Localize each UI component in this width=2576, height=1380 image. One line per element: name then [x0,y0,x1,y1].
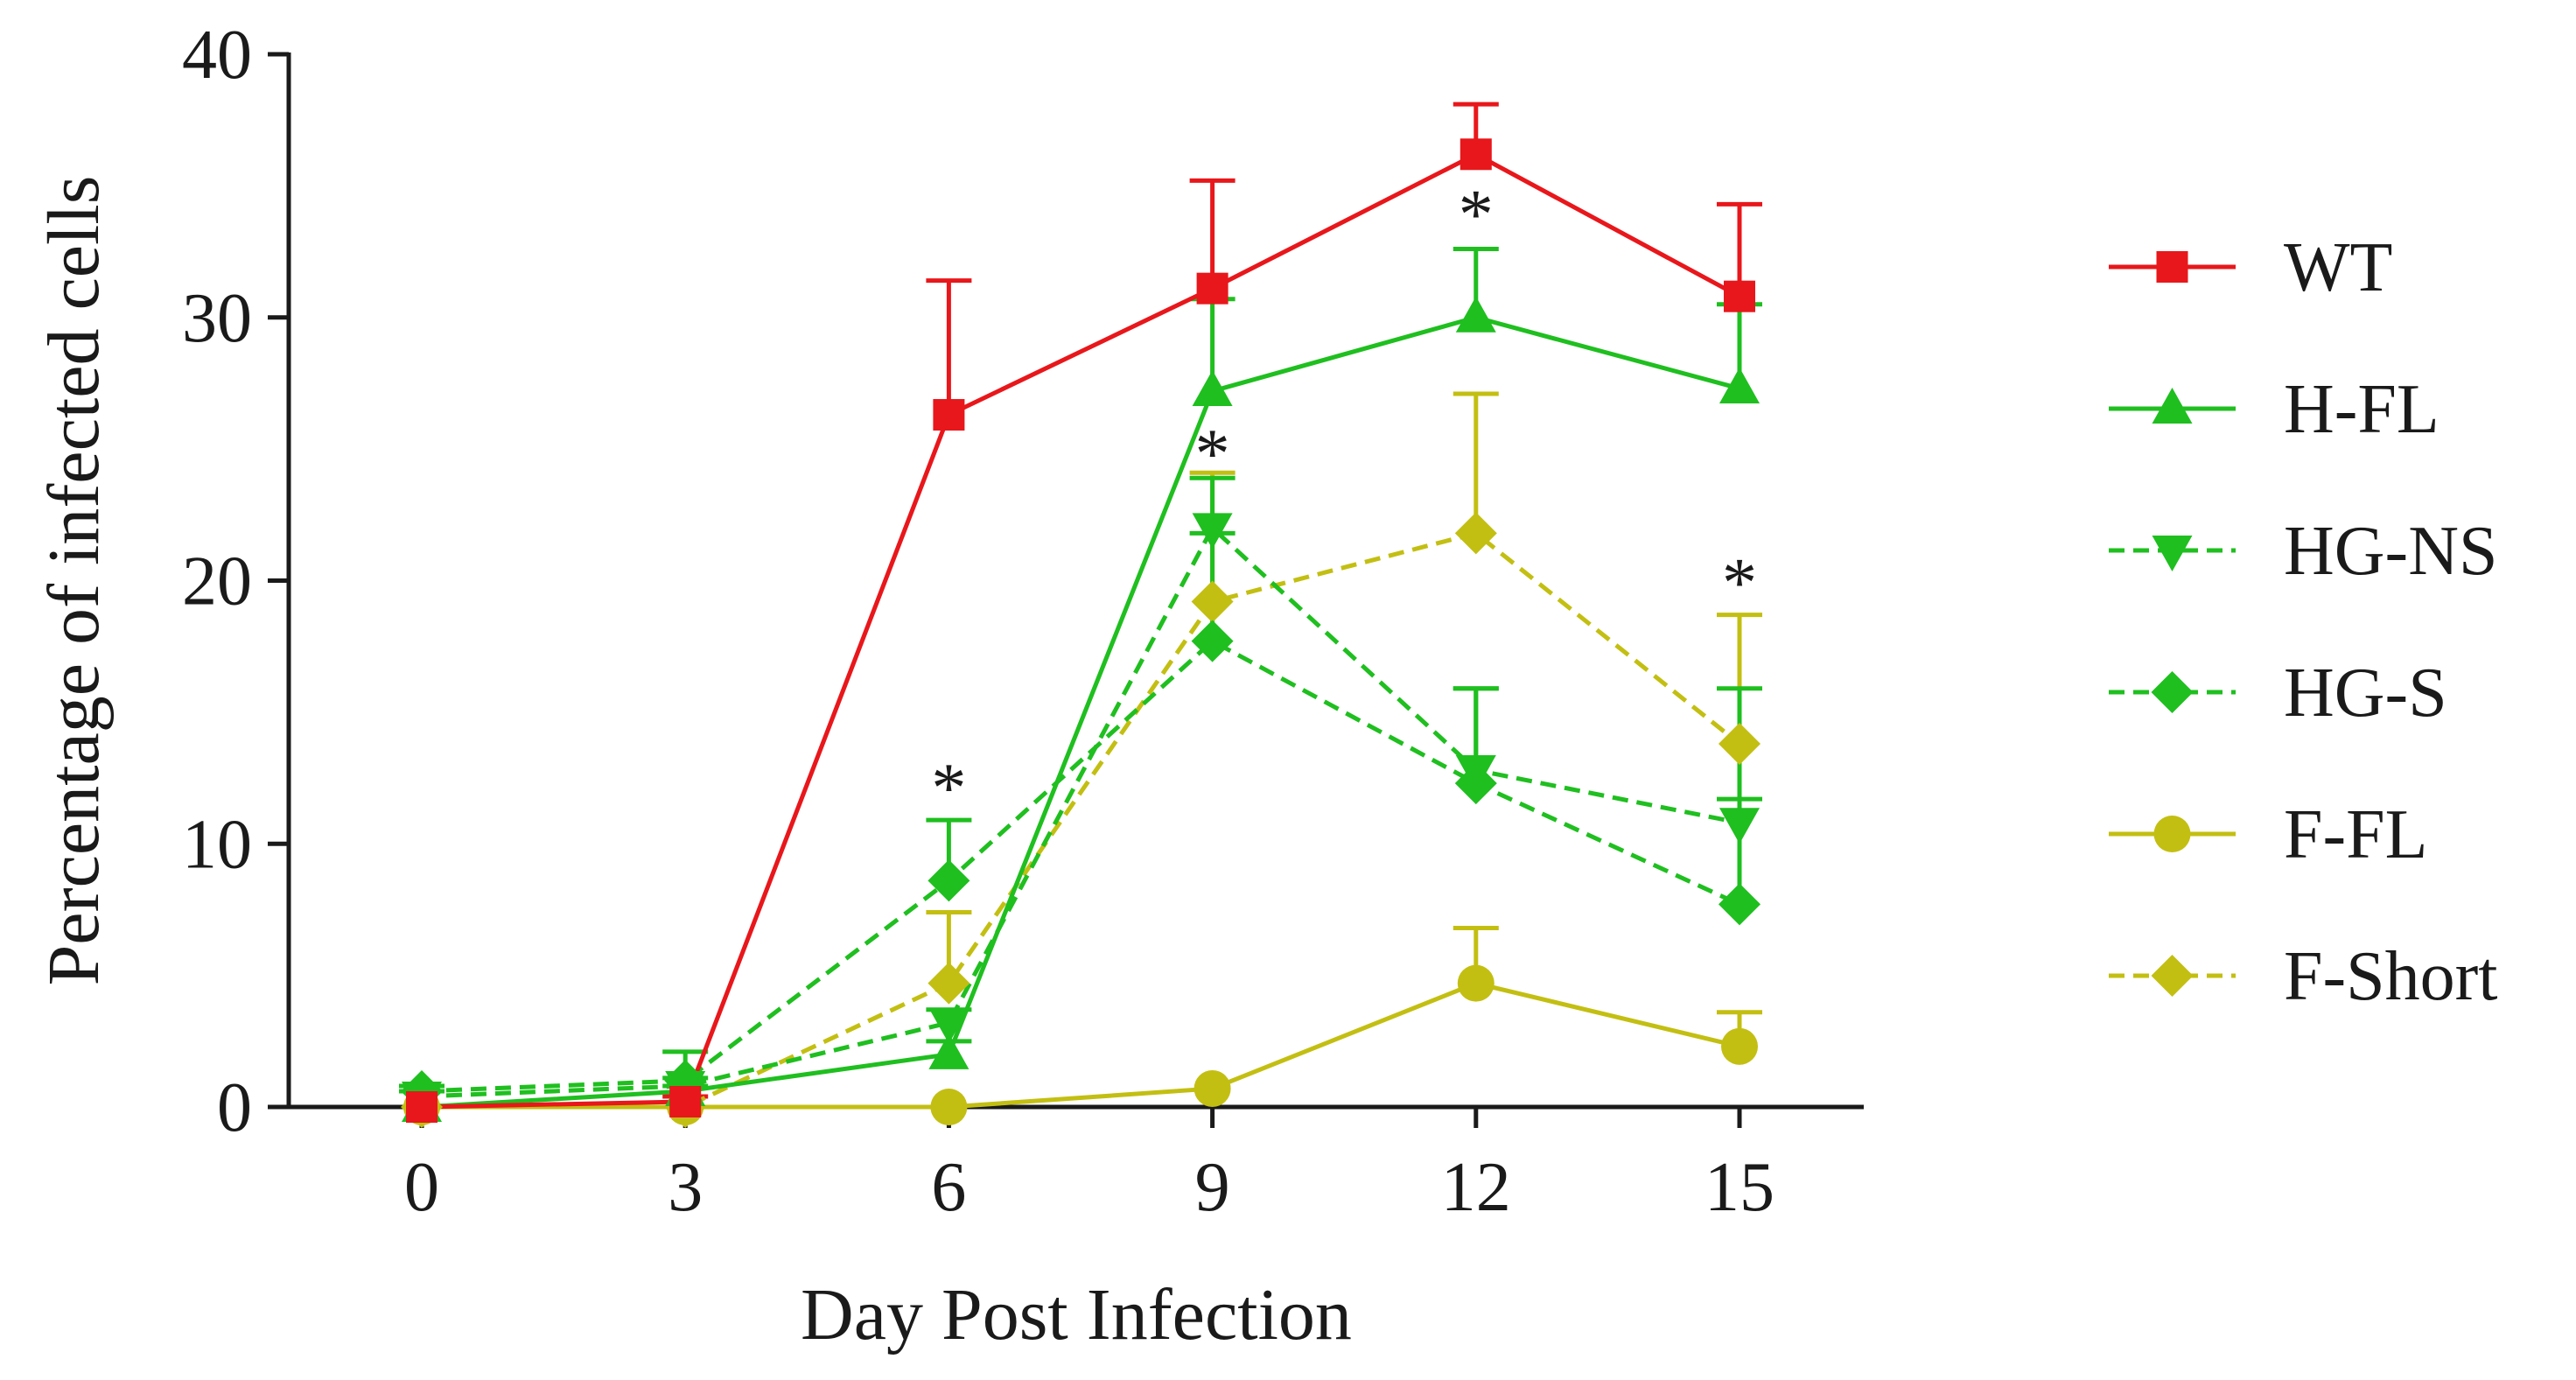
error-bars [399,102,1762,1102]
data-point-h-fl [1455,296,1496,333]
series-line-f-short [422,530,1741,1110]
legend-marker-f-fl [2153,816,2191,852]
axes: 0 10 20 30 40 0 3 6 9 12 15 Day Post Infection Perce… [33,17,1864,1355]
x-tick-label: 6 [931,1149,966,1226]
data-point-hg-s [928,859,970,902]
data-point-f-fl [1194,1069,1231,1107]
data-point-hg-s [1191,620,1234,662]
data-point-f-fl [930,1089,968,1125]
data-point-h-fl [1719,367,1760,403]
series-line-f-fl [422,981,1740,1110]
legend-item-hg-ns: HG-NS [2109,513,2497,590]
data-point-f-short [1454,512,1497,555]
data-point-hg-ns [1455,755,1496,792]
data-point-wt [1460,138,1492,171]
data-point-wt [669,1085,702,1117]
y-tick-label: 10 [182,806,252,883]
y-tick-label: 30 [182,280,252,357]
data-point-h-fl [928,1033,970,1069]
legend-label-hg-ns: HG-NS [2284,513,2497,590]
series-line-wt [421,151,1741,1110]
significance-marker: * [931,750,966,827]
legend-marker-wt [2156,251,2188,283]
legend-item-wt: WT [2109,229,2392,306]
y-axis-title: Percentage of infected cells [33,176,115,986]
legend-item-f-short: F-Short [2109,938,2498,1015]
data-point-hg-ns [928,1007,970,1044]
data-point-wt [933,399,965,431]
y-tick-label: 0 [217,1069,252,1146]
data-point-f-fl [1721,1027,1758,1065]
data-point-f-fl [1457,964,1494,1002]
data-point-f-short [1718,722,1760,765]
x-axis-title: Day Post Infection [801,1274,1352,1355]
legend-label-f-short: F-Short [2284,938,2498,1015]
significance-marker: * [1195,416,1230,493]
y-tick-label: 40 [182,17,252,94]
legend-marker-hg-ns [2152,536,2193,571]
data-point-hg-ns [1719,808,1760,844]
legend-label-hg-s: HG-S [2284,655,2447,732]
legend-item-hg-s: HG-S [2109,655,2447,732]
legend-item-h-fl: H-FL [2109,371,2440,448]
legend-label-h-fl: H-FL [2284,371,2440,448]
significance-annotations: * * * * [931,177,1757,828]
x-tick-label: 12 [1441,1149,1511,1226]
y-tick-label: 20 [182,543,252,620]
legend-marker-hg-s [2151,671,2194,713]
data-point-wt [1196,272,1228,305]
data-point-hg-ns [1192,513,1233,550]
data-point-f-short [1191,580,1234,623]
legend: WT H-FL HG-NS HG-S F-FL F-Short [2109,229,2498,1015]
data-point-wt [1724,280,1755,312]
x-tick-label: 15 [1704,1149,1774,1226]
legend-marker-h-fl [2152,388,2193,424]
series-line-hg-s [421,638,1741,1094]
series-markers [401,138,1760,1128]
data-point-h-fl [1192,369,1233,406]
legend-label-wt: WT [2284,229,2392,306]
legend-label-f-fl: F-FL [2284,796,2428,873]
series-line-hg-ns [421,524,1740,1099]
x-tick-label: 3 [668,1149,703,1226]
series-line-h-fl [421,315,1740,1110]
x-tick-label: 0 [404,1149,439,1226]
significance-marker: * [1722,545,1757,622]
legend-item-f-fl: F-FL [2109,796,2428,873]
data-point-wt [406,1091,438,1123]
series-lines [421,151,1741,1110]
significance-marker: * [1459,177,1494,254]
data-point-f-short [928,962,970,1005]
data-point-hg-s [1718,883,1760,926]
legend-marker-f-short [2151,955,2194,997]
x-tick-label: 9 [1195,1149,1230,1226]
